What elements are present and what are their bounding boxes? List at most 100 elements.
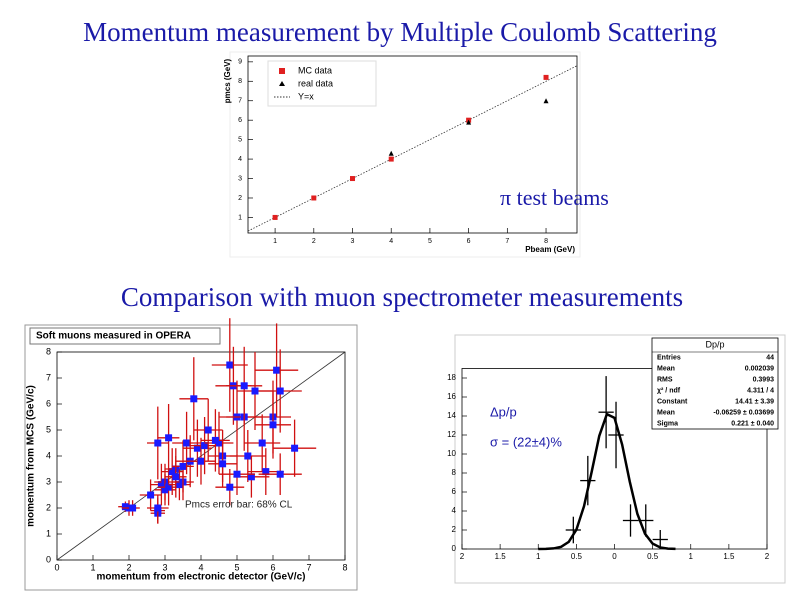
- x-tick-label: 7: [306, 562, 311, 572]
- stats-value: 0.221 ± 0.040: [731, 420, 774, 427]
- x-tick-label: 1: [689, 552, 694, 561]
- slide-title: Momentum measurement by Multiple Coulomb…: [83, 17, 717, 47]
- point: [197, 457, 205, 465]
- y-tick-label: 10: [447, 449, 456, 458]
- legend-swatch: [279, 68, 285, 74]
- point: [251, 387, 259, 395]
- x-tick-label: 8: [544, 238, 548, 245]
- point: [543, 74, 549, 80]
- point: [276, 387, 284, 395]
- stats-key: Mean: [657, 409, 675, 416]
- stats-key: Sigma: [657, 420, 678, 427]
- stats-value: 0.002039: [745, 365, 774, 372]
- legend-label: Y=x: [298, 91, 314, 101]
- x-tick-label: 4: [198, 562, 203, 572]
- x-tick-label: 8: [342, 562, 347, 572]
- stats-key: RMS: [657, 376, 673, 383]
- point: [175, 481, 183, 489]
- x-tick-label: 3: [162, 562, 167, 572]
- x-tick-label: 1: [90, 562, 95, 572]
- x-tick-label: 5: [234, 562, 239, 572]
- point: [388, 150, 394, 156]
- x-tick-label: 5: [428, 238, 432, 245]
- y-tick-label: 7: [238, 98, 242, 105]
- point: [161, 486, 169, 494]
- point: [543, 98, 549, 104]
- x-axis-label: Pbeam (GeV): [525, 245, 575, 254]
- stats-box: [651, 337, 779, 430]
- stats-key: Constant: [657, 398, 688, 405]
- annotation: π test beams: [500, 185, 609, 210]
- x-tick-label: 4: [389, 238, 393, 245]
- x-tick-label: 0.5: [571, 552, 583, 561]
- stats-key: Entries: [657, 354, 681, 361]
- point: [276, 470, 284, 478]
- y-tick-label: 2: [238, 195, 242, 202]
- annotation: Pmcs error bar: 68% CL: [185, 500, 293, 511]
- y-tick-label: 8: [452, 468, 457, 477]
- x-tick-label: 1.5: [723, 552, 735, 561]
- x-tick-label: 0: [54, 562, 59, 572]
- y-tick-label: 1: [46, 528, 51, 538]
- point: [154, 504, 162, 512]
- point: [201, 442, 209, 450]
- stats-value: 44: [766, 354, 774, 361]
- point: [247, 473, 255, 481]
- y-tick-label: 16: [447, 392, 456, 401]
- y-tick-label: 5: [46, 424, 51, 434]
- x-tick-label: 6: [467, 238, 471, 245]
- x-tick-label: 6: [270, 562, 275, 572]
- stats-value: 0.3993: [753, 376, 775, 383]
- y-tick-label: 14: [447, 411, 456, 420]
- y-tick-label: 12: [447, 430, 456, 439]
- point: [154, 439, 162, 447]
- legend-label: real data: [298, 78, 333, 88]
- y-axis-label: pmcs (GeV): [223, 58, 232, 103]
- point: [388, 156, 394, 162]
- annotation: σ = (22±4)%: [490, 434, 562, 449]
- x-tick-label: 2: [460, 552, 465, 561]
- y-tick-label: 2: [46, 502, 51, 512]
- point: [157, 481, 165, 489]
- x-tick-label: 3: [351, 238, 355, 245]
- annotation: Δp/p: [490, 404, 517, 419]
- point: [219, 460, 227, 468]
- y-axis-label: momentum from MCS (GeV/c): [26, 385, 37, 527]
- point: [121, 503, 129, 511]
- stats-value: 14.41 ± 3.39: [735, 398, 774, 405]
- plot-area: [247, 55, 578, 234]
- y-tick-label: 18: [447, 373, 456, 382]
- x-tick-label: 0.5: [647, 552, 659, 561]
- x-tick-label: 1: [273, 238, 277, 245]
- fit-curve: [538, 412, 676, 551]
- point: [273, 366, 281, 374]
- stats-value: 4.311 / 4: [747, 387, 774, 394]
- point: [272, 214, 278, 220]
- y-tick-label: 3: [46, 476, 51, 486]
- y-tick-label: 3: [238, 175, 242, 182]
- point: [129, 504, 137, 512]
- point: [215, 439, 223, 447]
- legend-box: [267, 60, 377, 107]
- point: [291, 444, 299, 452]
- y-tick-label: 8: [238, 78, 242, 85]
- x-tick-label: 2: [312, 238, 316, 245]
- y-tick-label: 6: [452, 487, 457, 496]
- point: [269, 421, 277, 429]
- point: [311, 195, 317, 201]
- reference-line: [247, 65, 578, 232]
- x-tick-label: 1: [536, 552, 541, 561]
- point: [193, 444, 201, 452]
- stats-title: Dp/p: [705, 339, 724, 349]
- stats-key: Mean: [657, 365, 675, 372]
- y-tick-label: 4: [452, 506, 457, 515]
- stats-value: -0.06259 ± 0.03699: [713, 409, 774, 416]
- chart-2-frame: [24, 324, 358, 591]
- point: [233, 470, 241, 478]
- legend-label: MC data: [298, 65, 332, 75]
- point: [183, 439, 191, 447]
- x-tick-label: 1.5: [495, 552, 507, 561]
- point: [244, 452, 252, 460]
- point: [466, 119, 472, 125]
- x-axis-label: momentum from electronic detector (GeV/c…: [97, 572, 306, 583]
